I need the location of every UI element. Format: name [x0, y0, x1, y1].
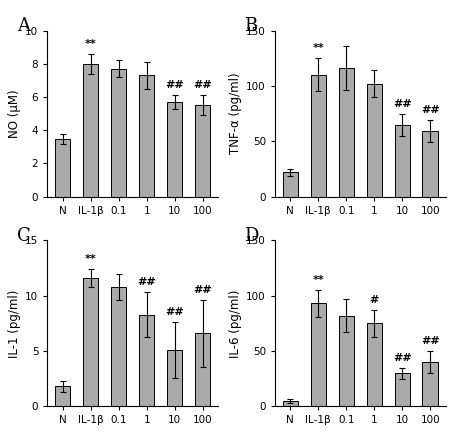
Bar [394, 373, 410, 406]
Text: A: A [17, 17, 30, 35]
Text: ##: ## [165, 80, 184, 90]
Text: **: ** [85, 39, 97, 49]
Bar [139, 76, 155, 197]
Bar [111, 287, 127, 406]
Y-axis label: TNF-α (pg/ml): TNF-α (pg/ml) [229, 73, 242, 154]
Text: ##: ## [193, 285, 212, 295]
Text: ##: ## [165, 307, 184, 317]
Bar [55, 386, 71, 406]
Bar [111, 69, 127, 197]
Text: ##: ## [137, 277, 156, 288]
Bar [338, 68, 354, 197]
Bar [195, 333, 210, 406]
Bar [338, 316, 354, 406]
Text: ##: ## [421, 105, 439, 115]
Y-axis label: NO (μM): NO (μM) [8, 89, 21, 138]
Text: B: B [244, 17, 257, 35]
Bar [310, 303, 326, 406]
Text: C: C [17, 227, 30, 245]
Bar [167, 350, 182, 406]
Text: **: ** [312, 43, 324, 53]
Text: ##: ## [193, 80, 212, 90]
Bar [139, 315, 155, 406]
Bar [55, 139, 71, 197]
Bar [394, 125, 410, 197]
Text: **: ** [312, 275, 324, 285]
Bar [310, 75, 326, 197]
Bar [366, 84, 382, 197]
Bar [283, 172, 298, 197]
Text: D: D [244, 227, 259, 245]
Bar [283, 401, 298, 406]
Text: ##: ## [393, 353, 411, 363]
Bar [83, 278, 99, 406]
Text: ##: ## [393, 99, 411, 109]
Bar [422, 362, 438, 406]
Text: **: ** [85, 254, 97, 264]
Text: #: # [370, 295, 379, 305]
Y-axis label: IL-6 (pg/ml): IL-6 (pg/ml) [229, 289, 242, 357]
Text: ##: ## [421, 336, 439, 346]
Y-axis label: IL-1 (pg/ml): IL-1 (pg/ml) [8, 289, 21, 357]
Bar [83, 64, 99, 197]
Bar [422, 132, 438, 197]
Bar [167, 102, 182, 197]
Bar [195, 105, 210, 197]
Bar [366, 323, 382, 406]
